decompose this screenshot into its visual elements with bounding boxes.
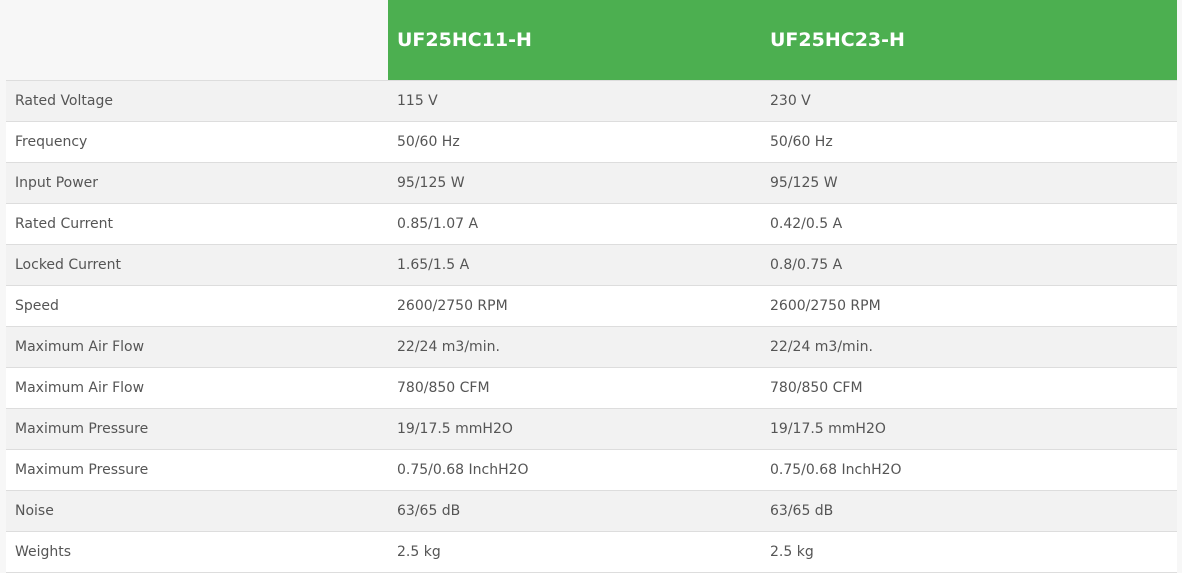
- table-row: Rated Voltage 115 V 230 V: [6, 80, 1177, 122]
- spec-label: Rated Current: [6, 203, 388, 245]
- table-row: Noise 63/65 dB 63/65 dB: [6, 490, 1177, 532]
- spec-label: Frequency: [6, 121, 388, 163]
- spec-table: UF25HC11-H UF25HC23-H Rated Voltage 115 V…: [6, 0, 1177, 573]
- spec-label: Rated Voltage: [6, 80, 388, 122]
- table-row: Weights 2.5 kg 2.5 kg: [6, 531, 1177, 573]
- spec-label: Input Power: [6, 162, 388, 204]
- spec-value-model-1: 19/17.5 mmH2O: [388, 408, 761, 450]
- header-row: UF25HC11-H UF25HC23-H: [6, 0, 1177, 81]
- spec-value-model-1: 50/60 Hz: [388, 121, 761, 163]
- model-header-1: UF25HC11-H: [388, 0, 761, 81]
- spec-value-model-1: 780/850 CFM: [388, 367, 761, 409]
- spec-value-model-2: 2600/2750 RPM: [761, 285, 1177, 327]
- model-header-2: UF25HC23-H: [761, 0, 1177, 81]
- spec-value-model-2: 0.42/0.5 A: [761, 203, 1177, 245]
- header-blank: [6, 0, 388, 81]
- table-row: Maximum Air Flow 780/850 CFM 780/850 CFM: [6, 367, 1177, 409]
- table-row: Frequency 50/60 Hz 50/60 Hz: [6, 121, 1177, 163]
- table-row: Input Power 95/125 W 95/125 W: [6, 162, 1177, 204]
- spec-value-model-1: 2600/2750 RPM: [388, 285, 761, 327]
- spec-label: Locked Current: [6, 244, 388, 286]
- spec-value-model-1: 63/65 dB: [388, 490, 761, 532]
- spec-value-model-2: 95/125 W: [761, 162, 1177, 204]
- table-row: Maximum Pressure 0.75/0.68 InchH2O 0.75/0.…: [6, 449, 1177, 491]
- spec-value-model-1: 0.75/0.68 InchH2O: [388, 449, 761, 491]
- spec-value-model-2: 63/65 dB: [761, 490, 1177, 532]
- spec-value-model-1: 22/24 m3/min.: [388, 326, 761, 368]
- table-row: Maximum Air Flow 22/24 m3/min. 22/24 m3/mi…: [6, 326, 1177, 368]
- table-row: Speed 2600/2750 RPM 2600/2750 RPM: [6, 285, 1177, 327]
- table-row: Rated Current 0.85/1.07 A 0.42/0.5 A: [6, 203, 1177, 245]
- spec-label: Speed: [6, 285, 388, 327]
- spec-value-model-2: 2.5 kg: [761, 531, 1177, 573]
- spec-value-model-2: 230 V: [761, 80, 1177, 122]
- spec-value-model-2: 0.8/0.75 A: [761, 244, 1177, 286]
- spec-value-model-1: 2.5 kg: [388, 531, 761, 573]
- spec-value-model-1: 95/125 W: [388, 162, 761, 204]
- spec-value-model-1: 115 V: [388, 80, 761, 122]
- spec-value-model-2: 0.75/0.68 InchH2O: [761, 449, 1177, 491]
- spec-value-model-2: 22/24 m3/min.: [761, 326, 1177, 368]
- spec-value-model-2: 19/17.5 mmH2O: [761, 408, 1177, 450]
- spec-label: Maximum Pressure: [6, 449, 388, 491]
- spec-value-model-2: 780/850 CFM: [761, 367, 1177, 409]
- spec-value-model-1: 0.85/1.07 A: [388, 203, 761, 245]
- spec-value-model-1: 1.65/1.5 A: [388, 244, 761, 286]
- spec-label: Maximum Air Flow: [6, 326, 388, 368]
- table-row: Maximum Pressure 19/17.5 mmH2O 19/17.5 mmH…: [6, 408, 1177, 450]
- spec-label: Maximum Air Flow: [6, 367, 388, 409]
- spec-value-model-2: 50/60 Hz: [761, 121, 1177, 163]
- spec-label: Maximum Pressure: [6, 408, 388, 450]
- spec-label: Noise: [6, 490, 388, 532]
- table-row: Locked Current 1.65/1.5 A 0.8/0.75 A: [6, 244, 1177, 286]
- spec-label: Weights: [6, 531, 388, 573]
